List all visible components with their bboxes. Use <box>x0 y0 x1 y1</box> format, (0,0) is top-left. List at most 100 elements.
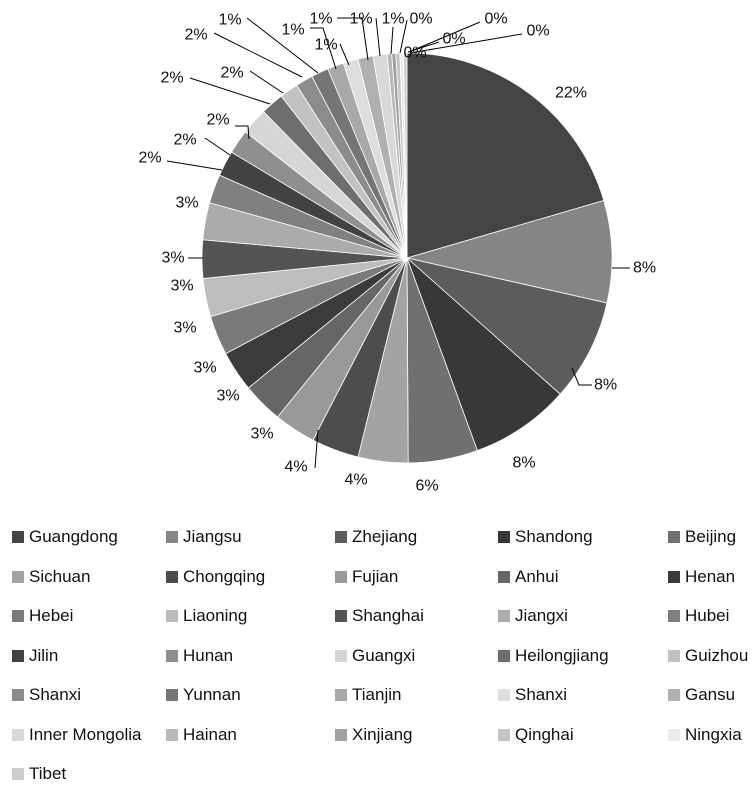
data-label-chongqing-6: 4% <box>284 459 307 476</box>
legend-label: Shanxi <box>515 685 567 704</box>
legend-swatch <box>166 649 178 662</box>
data-label-xinjiang-27: 0% <box>442 31 465 48</box>
leader-line-15 <box>204 137 231 156</box>
data-label-yunnan-21: 1% <box>281 22 304 39</box>
leader-line-18 <box>249 70 284 94</box>
legend-item-inner-mongolia-25: Inner Mongolia <box>12 722 141 748</box>
legend-swatch <box>166 531 178 543</box>
legend-label: Jiangsu <box>183 527 242 546</box>
legend-swatch <box>498 570 510 583</box>
legend-item-liaoning-11: Liaoning <box>166 603 247 629</box>
data-label-jiangxi-13: 3% <box>175 195 198 212</box>
data-label-sichuan-5: 4% <box>344 472 367 489</box>
legend-swatch <box>166 728 178 741</box>
legend-item-yunnan-21: Yunnan <box>166 682 241 708</box>
legend-item-hubei-14: Hubei <box>668 603 729 629</box>
data-label-gansu-24: 1% <box>349 11 372 28</box>
legend-item-sichuan-5: Sichuan <box>12 564 90 590</box>
legend-label: Gansu <box>685 685 736 704</box>
legend-item-shanghai-12: Shanghai <box>335 603 424 629</box>
legend-label: Beijing <box>685 527 737 546</box>
legend-swatch <box>668 570 680 583</box>
legend-label: Xinjiang <box>352 724 413 744</box>
pie-slice-tibet-30 <box>403 52 408 259</box>
legend-label: Anhui <box>515 566 559 586</box>
legend-label: Inner Mongolia <box>29 724 142 744</box>
legend-item-hainan-26: Hainan <box>166 722 237 748</box>
legend-item-xinjiang-27: Xinjiang <box>335 722 413 748</box>
legend-swatch <box>335 728 347 741</box>
legend-label: Yunnan <box>183 685 241 704</box>
legend-item-henan-9: Henan <box>668 564 735 590</box>
data-label-tibet-30: 0% <box>403 45 426 62</box>
data-label-hunan-16: 2% <box>206 112 229 129</box>
legend-item-guizhou-19: Guizhou <box>668 643 748 669</box>
legend-label: Tianjin <box>352 685 402 704</box>
legend-item-shanxi-23: Shanxi <box>498 682 567 708</box>
legend-swatch <box>668 728 680 741</box>
legend-swatch <box>335 649 347 662</box>
legend-label: Shandong <box>515 527 593 546</box>
legend-swatch <box>12 610 24 622</box>
legend-swatch <box>335 610 347 622</box>
legend-swatch <box>498 649 510 662</box>
leader-line-21 <box>310 27 337 70</box>
pie-chart: 22%8%8%8%6%4%4%3%3%3%3%3%3%3%2%2%2%2% 2%2… <box>138 11 656 495</box>
data-label-guangdong-0: 22% <box>555 85 587 102</box>
legend-item-ningxia-29: Ningxia <box>668 722 742 748</box>
legend-swatch <box>12 531 24 543</box>
legend-item-tibet-30: Tibet <box>12 761 66 787</box>
leader-line-17 <box>189 77 271 105</box>
data-label-guangxi-17: 2% <box>160 70 183 87</box>
legend-label: Heilongjiang <box>515 645 609 665</box>
legend-swatch <box>335 570 347 583</box>
legend-swatch <box>335 689 347 701</box>
legend-item-guangdong-0: Guangdong <box>12 524 118 550</box>
leader-line-26 <box>399 19 408 54</box>
legend-label: Fujian <box>352 566 399 586</box>
leader-lines <box>166 17 630 469</box>
legend-item-heilongjiang-18: Heilongjiang <box>498 643 609 669</box>
legend-label: Hainan <box>183 724 237 744</box>
data-label-shanxi-20: 1% <box>218 12 241 29</box>
data-label-inner-mongolia-25: 1% <box>381 11 404 28</box>
legend-swatch <box>12 570 24 583</box>
data-label-heilongjiang-18: 2% <box>220 65 243 82</box>
legend-swatch <box>166 570 178 583</box>
data-label-hubei-14: 2% <box>138 150 161 167</box>
legend-label: Hebei <box>29 606 74 625</box>
legend-item-jiangxi-13: Jiangxi <box>498 603 568 629</box>
legend-item-fujian-7: Fujian <box>335 564 398 590</box>
legend-item-anhui-8: Anhui <box>498 564 558 590</box>
legend-swatch <box>12 768 24 780</box>
data-label-tianjin-22: 1% <box>314 37 337 54</box>
legend-label: Guangxi <box>352 645 416 665</box>
pie-slice-zhejiang-2 <box>405 257 608 395</box>
legend-label: Ningxia <box>685 724 742 744</box>
legend-item-jilin-15: Jilin <box>12 643 58 669</box>
legend-swatch <box>498 531 510 543</box>
legend-swatch <box>12 728 24 741</box>
legend-swatch <box>668 689 680 701</box>
leader-line-16 <box>235 125 250 140</box>
legend-item-qinghai-28: Qinghai <box>498 722 574 748</box>
data-label-hainan-26: 0% <box>409 11 432 28</box>
legend-item-hebei-10: Hebei <box>12 603 73 629</box>
data-label-shandong-3: 8% <box>512 455 535 472</box>
legend-label: Guangdong <box>29 527 118 546</box>
data-label-liaoning-11: 3% <box>170 278 193 295</box>
legend-label: Sichuan <box>29 566 91 586</box>
pie-slices <box>201 52 613 464</box>
data-label-shanxi-23: 1% <box>309 11 332 28</box>
legend-label: Jiangxi <box>515 606 568 625</box>
legend-swatch <box>12 649 24 662</box>
legend-swatch <box>335 531 347 543</box>
legend-label: Hunan <box>183 645 234 665</box>
data-label-fujian-7: 3% <box>250 426 273 443</box>
data-label-zhejiang-2: 8% <box>594 377 617 394</box>
legend-label: Shanxi <box>29 685 81 704</box>
data-label-guizhou-19: 2% <box>184 27 207 44</box>
legend-swatch <box>498 610 510 622</box>
legend-item-beijing-4: Beijing <box>668 524 736 550</box>
leader-line-28 <box>408 21 481 53</box>
